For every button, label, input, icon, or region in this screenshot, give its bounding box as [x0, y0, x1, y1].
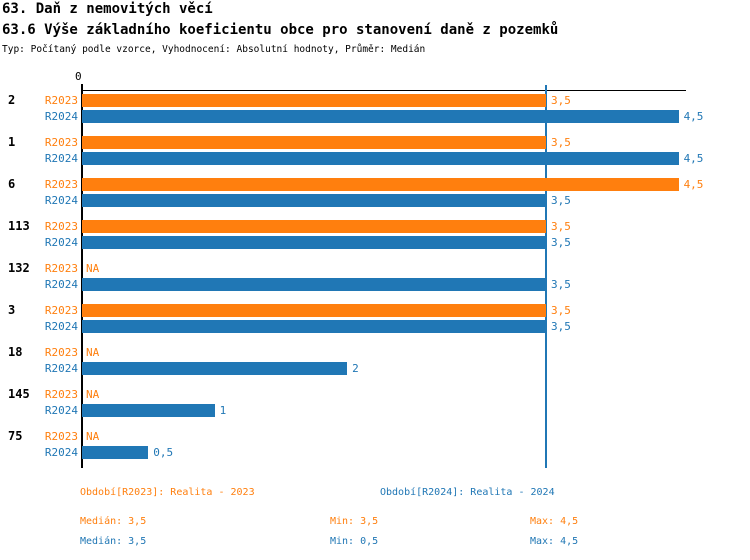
page-title: 63. Daň z nemovitých věcí	[2, 1, 213, 17]
category-label: 3	[8, 303, 16, 317]
bar-r2024	[82, 194, 546, 207]
bar-na-label: NA	[86, 346, 100, 359]
series-row-label-r2023: R2023	[44, 304, 78, 317]
stat-r2023-median: Medián: 3,5	[80, 516, 147, 527]
series-row-label-r2023: R2023	[44, 94, 78, 107]
category-label: 75	[8, 429, 23, 443]
series-row-label-r2024: R2024	[44, 404, 78, 417]
bar-r2023	[82, 94, 546, 107]
series-row-label-r2024: R2024	[44, 152, 78, 165]
series-row-label-r2023: R2023	[44, 136, 78, 149]
bar-r2024	[82, 110, 679, 123]
median-reference-line	[545, 85, 547, 468]
series-row-label-r2024: R2024	[44, 278, 78, 291]
bar-r2024	[82, 404, 215, 417]
chart-meta-line: Typ: Počítaný podle vzorce, Vyhodnocení:…	[2, 44, 426, 55]
bar-r2024	[82, 278, 546, 291]
bar-value-label: 4,5	[683, 110, 704, 123]
bar-value-label: 3,5	[551, 236, 571, 249]
bar-value-label: 4,5	[683, 178, 704, 191]
bar-value-label: 3,5	[551, 194, 571, 207]
bar-na-label: NA	[86, 388, 100, 401]
series-row-label-r2024: R2024	[44, 194, 78, 207]
bar-r2024	[82, 152, 679, 165]
category-label: 132	[8, 261, 30, 275]
bar-r2024	[82, 320, 546, 333]
bar-value-label: 3,5	[551, 320, 571, 333]
x-axis-zero-tick-label: 0	[75, 70, 82, 83]
category-label: 145	[8, 387, 30, 401]
bar-r2023	[82, 178, 679, 191]
bar-value-label: 0,5	[153, 446, 174, 459]
bar-r2023	[82, 304, 546, 317]
chart-subtitle: 63.6 Výše základního koeficientu obce pr…	[2, 22, 559, 38]
series-row-label-r2023: R2023	[44, 178, 78, 191]
bar-na-label: NA	[86, 430, 100, 443]
bar-r2023	[82, 220, 546, 233]
legend-r2024: Období[R2024]: Realita - 2024	[380, 487, 555, 498]
x-axis-line	[82, 90, 686, 91]
bar-value-label: 3,5	[551, 136, 571, 149]
category-label: 113	[8, 219, 30, 233]
category-label: 18	[8, 345, 23, 359]
bar-value-label: 3,5	[551, 278, 571, 291]
stat-r2023-min: Min: 3,5	[330, 516, 379, 527]
bar-r2024	[82, 446, 149, 459]
series-row-label-r2024: R2024	[44, 320, 78, 333]
series-row-label-r2023: R2023	[44, 262, 78, 275]
stat-r2024-median: Medián: 3,5	[80, 536, 147, 547]
category-label: 6	[8, 177, 16, 191]
series-row-label-r2024: R2024	[44, 236, 78, 249]
series-row-label-r2023: R2023	[44, 220, 78, 233]
series-row-label-r2023: R2023	[44, 388, 78, 401]
series-row-label-r2023: R2023	[44, 346, 78, 359]
series-row-label-r2024: R2024	[44, 110, 78, 123]
bar-na-label: NA	[86, 262, 100, 275]
y-axis-line	[81, 84, 83, 468]
bar-r2023	[82, 136, 546, 149]
category-label: 1	[8, 135, 16, 149]
stat-r2024-max: Max: 4,5	[530, 536, 579, 547]
series-row-label-r2024: R2024	[44, 362, 78, 375]
stat-r2024-min: Min: 0,5	[330, 536, 379, 547]
bar-value-label: 1	[219, 404, 227, 417]
bar-value-label: 4,5	[683, 152, 704, 165]
bar-r2024	[82, 236, 546, 249]
stat-r2023-max: Max: 4,5	[530, 516, 579, 527]
bar-value-label: 3,5	[551, 304, 571, 317]
legend-r2023: Období[R2023]: Realita - 2023	[80, 487, 255, 498]
series-row-label-r2024: R2024	[44, 446, 78, 459]
bar-value-label: 2	[352, 362, 359, 375]
bar-r2024	[82, 362, 348, 375]
series-row-label-r2023: R2023	[44, 430, 78, 443]
bar-value-label: 3,5	[551, 94, 571, 107]
bar-value-label: 3,5	[551, 220, 571, 233]
category-label: 2	[8, 93, 16, 107]
